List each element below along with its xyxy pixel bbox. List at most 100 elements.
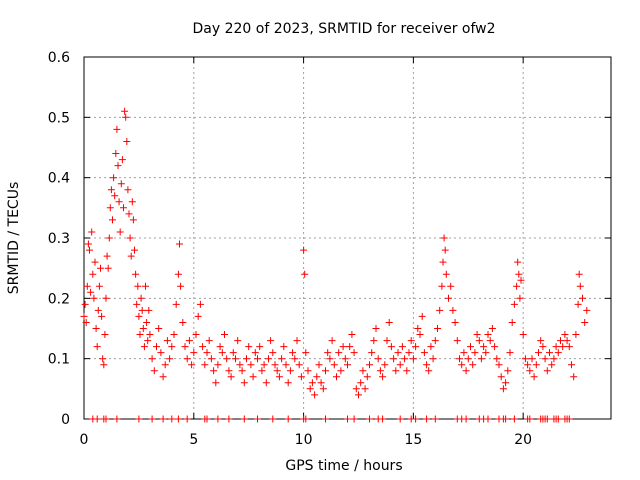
x-tick-label: 15 — [404, 432, 422, 448]
data-point — [554, 415, 562, 423]
data-point — [100, 361, 108, 369]
data-point — [166, 355, 174, 363]
data-point — [563, 337, 571, 345]
data-point — [516, 294, 524, 302]
data-point — [140, 343, 148, 351]
data-point — [221, 331, 228, 338]
data-point — [539, 343, 547, 351]
data-point — [304, 367, 312, 375]
data-point — [249, 373, 257, 381]
data-point — [526, 367, 534, 375]
data-point — [574, 300, 582, 308]
data-point — [229, 349, 237, 357]
data-point — [508, 319, 516, 326]
data-point — [286, 367, 294, 375]
data-point — [561, 331, 569, 338]
data-point — [254, 355, 261, 363]
data-point — [510, 415, 518, 423]
data-point — [113, 125, 121, 133]
data-point — [439, 258, 447, 266]
data-point — [170, 331, 178, 338]
data-point — [308, 379, 316, 387]
data-point — [521, 355, 529, 363]
data-point — [412, 415, 420, 423]
y-tick-label: 0.5 — [48, 110, 70, 126]
data-point — [484, 331, 492, 338]
data-point — [366, 415, 373, 423]
data-point — [379, 373, 387, 381]
data-point — [225, 415, 233, 423]
data-point — [83, 282, 91, 290]
data-point — [370, 337, 378, 345]
data-point — [396, 361, 404, 369]
data-point — [420, 349, 428, 357]
data-point — [251, 349, 259, 357]
data-point — [350, 349, 358, 357]
data-point — [568, 361, 575, 369]
data-point — [123, 138, 131, 145]
data-point — [514, 258, 522, 266]
data-point — [554, 349, 562, 357]
data-point — [174, 415, 182, 423]
data-point — [218, 349, 226, 357]
data-point — [482, 349, 490, 357]
data-point — [157, 349, 165, 357]
data-point — [528, 355, 536, 363]
data-point — [179, 319, 187, 326]
data-point — [453, 337, 461, 345]
data-point — [115, 198, 123, 206]
data-point — [122, 113, 130, 121]
data-point — [550, 355, 558, 363]
data-point — [267, 337, 275, 345]
data-point — [216, 343, 224, 351]
data-point — [153, 343, 160, 351]
x-tick-label: 0 — [80, 432, 89, 448]
data-point — [95, 282, 103, 290]
data-point — [91, 258, 99, 266]
data-point — [330, 361, 338, 369]
data-point — [447, 282, 455, 290]
data-point — [144, 337, 152, 345]
data-point — [97, 264, 104, 272]
data-point — [174, 270, 182, 278]
data-point — [398, 343, 406, 351]
data-point — [278, 355, 286, 363]
x-tick-label: 10 — [295, 432, 313, 448]
data-point — [120, 204, 127, 212]
data-point — [442, 270, 450, 278]
data-point — [111, 192, 119, 200]
data-point — [543, 367, 551, 375]
data-point — [524, 361, 532, 369]
data-point — [203, 415, 211, 423]
data-point — [486, 337, 494, 345]
data-point — [350, 415, 358, 423]
y-tick-label: 0.6 — [48, 50, 70, 66]
data-point — [137, 294, 145, 302]
data-point — [341, 355, 349, 363]
y-tick-label: 0.1 — [48, 352, 70, 368]
data-point — [456, 355, 463, 363]
data-point — [306, 385, 314, 393]
data-point — [103, 252, 111, 260]
data-point — [344, 361, 351, 369]
data-point — [381, 361, 389, 369]
data-point — [348, 331, 356, 338]
data-point — [194, 312, 202, 320]
data-point — [131, 246, 138, 254]
data-point — [214, 415, 222, 423]
data-point — [363, 373, 371, 381]
data-point — [374, 355, 382, 363]
data-point — [262, 379, 270, 387]
data-point — [89, 270, 97, 278]
data-point — [546, 349, 553, 357]
data-point — [256, 343, 264, 351]
y-axis-label: SRMTID / TECUs — [6, 182, 22, 295]
data-point — [161, 361, 169, 369]
data-point — [260, 361, 268, 369]
data-point — [513, 282, 521, 290]
data-point — [431, 415, 439, 423]
data-point — [357, 379, 365, 387]
data-point — [192, 331, 200, 338]
data-point — [504, 367, 512, 375]
